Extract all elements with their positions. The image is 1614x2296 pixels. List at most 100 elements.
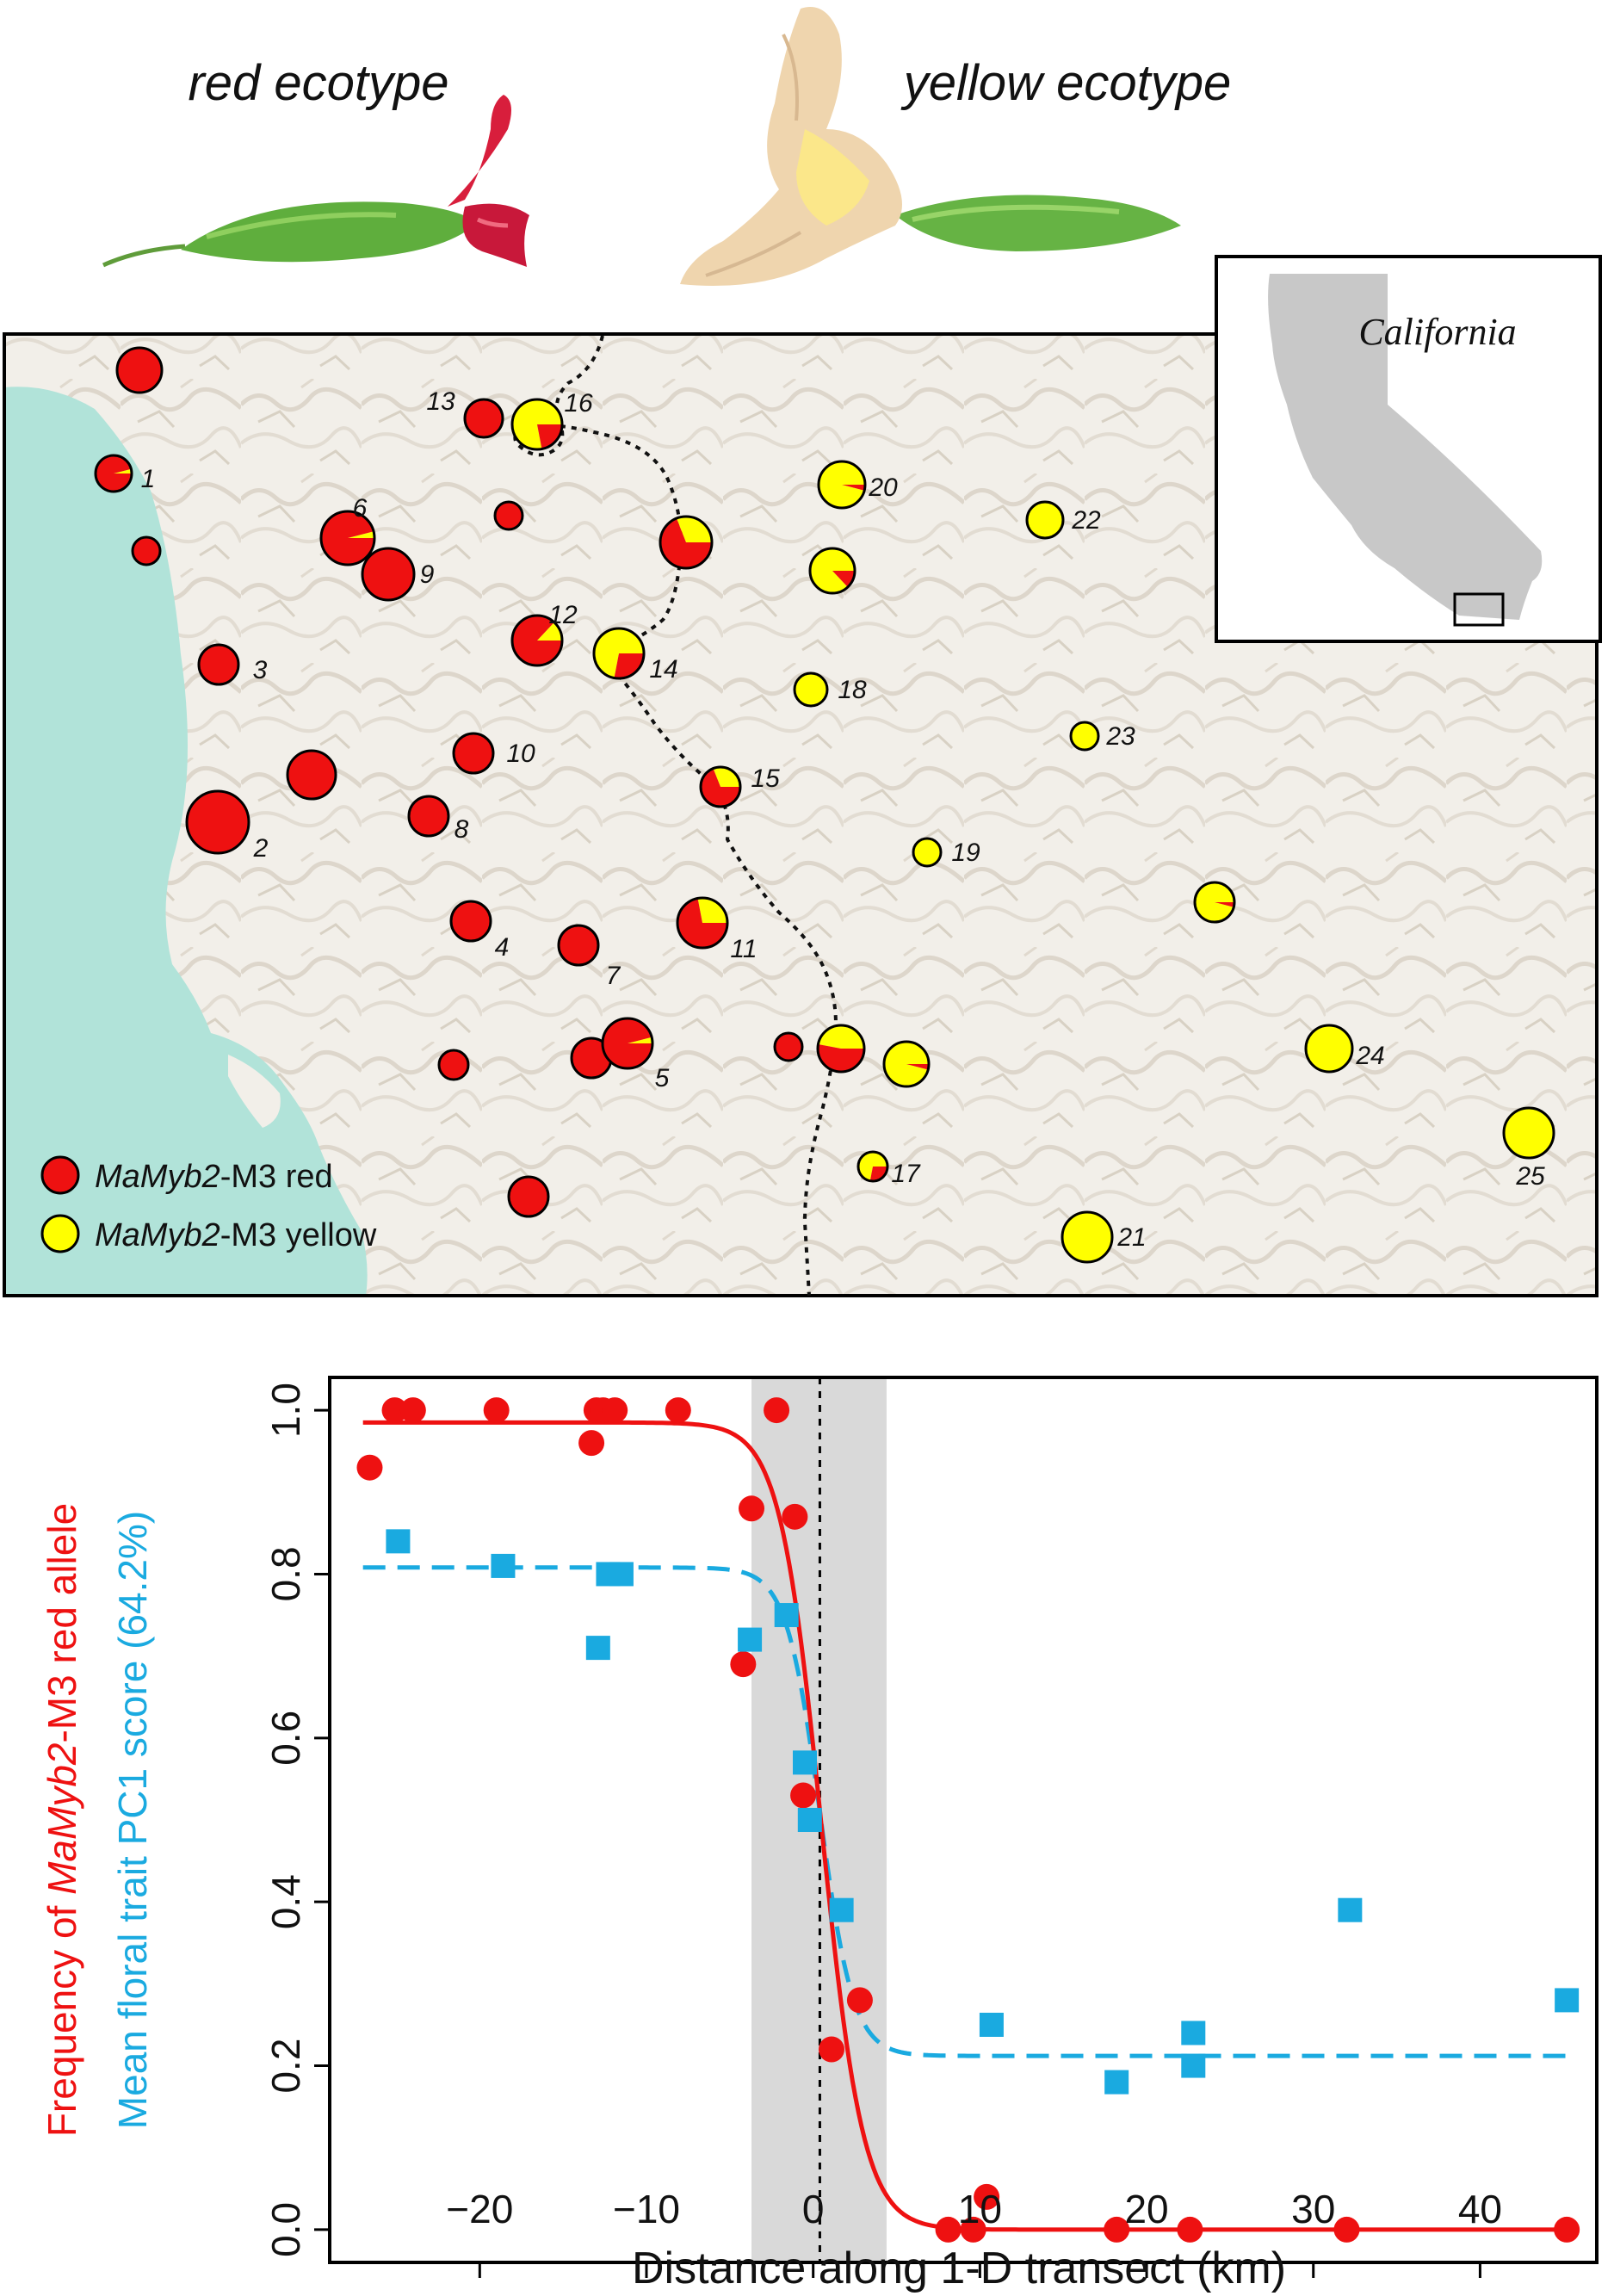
- pie-slice-yellow: [697, 897, 727, 923]
- site-label: 4: [495, 933, 510, 962]
- pie-slice-red: [321, 511, 375, 566]
- pie-outline: [131, 535, 162, 566]
- pie-outline: [659, 515, 714, 570]
- pie-outline: [437, 1049, 470, 1081]
- pie-slice-red: [906, 1064, 929, 1070]
- pie-outline: [319, 510, 376, 566]
- pie-slice-red: [509, 1177, 548, 1216]
- data-point-floral-pc1: [491, 1553, 516, 1578]
- data-point-floral-pc1: [797, 1808, 822, 1832]
- map-site-pie: [131, 535, 162, 566]
- site-label: 23: [1105, 722, 1135, 751]
- pie-slice-red: [842, 485, 865, 491]
- pie-slice-yellow: [1062, 1212, 1112, 1262]
- pie-slice-yellow: [1071, 722, 1098, 750]
- pie-slice-yellow: [511, 399, 562, 449]
- pie-outline: [1304, 1024, 1354, 1074]
- data-point-floral-pc1: [829, 1897, 854, 1922]
- pie-slice-red: [869, 1167, 887, 1181]
- map-site-pie: 3: [197, 643, 268, 686]
- pie-slice-red: [133, 537, 160, 565]
- pie-slice-red: [572, 1038, 611, 1078]
- site-label: 14: [649, 655, 677, 684]
- pie-slice-yellow: [537, 622, 562, 641]
- data-point-floral-pc1: [609, 1562, 634, 1587]
- y-tick-label: 0.6: [263, 1711, 308, 1766]
- cline-chart: −20 −10 0 10 20 30 40 0.0 0.2 0.4 0.6 0.8 1.0 Dista…: [40, 1376, 1599, 2293]
- map-site-pie: [816, 1024, 866, 1074]
- pie-slice-red: [199, 645, 238, 684]
- map-site-pie: 25: [1502, 1106, 1555, 1191]
- pie-outline: [1502, 1106, 1555, 1160]
- site-label: 17: [891, 1160, 921, 1188]
- pie-slice-red: [775, 1033, 802, 1061]
- pie-slice-red: [818, 1043, 864, 1073]
- pie-slice-red: [603, 1018, 652, 1068]
- pie-slice-yellow: [818, 1025, 864, 1049]
- data-point-floral-pc1: [738, 1627, 763, 1652]
- yellow-ecotype-title: yellow ecotype: [900, 55, 1231, 111]
- y-axis-title-blue: Mean floral trait PC1 score (64.2%): [110, 1511, 155, 2129]
- site-label: 3: [253, 656, 268, 684]
- site-label: 7: [606, 962, 621, 990]
- map-site-pie: 5: [601, 1017, 670, 1092]
- pie-slice-red: [512, 616, 562, 665]
- fit-curve-red-allele: [362, 1420, 1572, 2232]
- map-site-pie: 2: [185, 789, 269, 863]
- x-tick-label: 30: [1291, 2187, 1335, 2231]
- pie-slice-red: [465, 399, 503, 437]
- pie-slice-red: [559, 925, 598, 965]
- pie-outline: [510, 614, 564, 667]
- map-site-pie: 9: [361, 547, 435, 602]
- pie-outline: [94, 454, 133, 493]
- x-tick-label: 20: [1124, 2187, 1168, 2231]
- data-point-red-allele: [483, 1397, 510, 1424]
- map-site-pie: [1193, 881, 1236, 924]
- data-point-red-allele: [578, 1430, 605, 1457]
- data-point-floral-pc1: [774, 1603, 799, 1628]
- california-inset: California: [1215, 255, 1602, 643]
- map-legend: MaMyb2-M3 red MaMyb2-M3 yellow: [40, 1155, 377, 1253]
- pie-slice-red: [409, 796, 448, 836]
- pie-outline: [197, 643, 240, 686]
- pie-slice-yellow: [1027, 502, 1063, 538]
- data-point-red-allele: [1333, 2216, 1360, 2243]
- pie-outline: [882, 1040, 931, 1088]
- pie-slice-yellow: [857, 1152, 887, 1181]
- pie-outline: [1025, 500, 1065, 540]
- map-site-pie: 15: [699, 764, 780, 808]
- pie-slice-red: [832, 571, 855, 587]
- site-label: 1: [141, 465, 156, 493]
- map-site-pie: 18: [793, 671, 867, 708]
- y-axis: 0.0 0.2 0.4 0.6 0.8 1.0: [263, 1383, 330, 2257]
- fit-curve-floral-pc1: [362, 1565, 1572, 2058]
- data-point-red-allele: [381, 1397, 408, 1424]
- y-axis-title-red: Frequency of MaMyb2-M3 red allele: [40, 1503, 84, 2137]
- pie-slice-yellow: [348, 531, 374, 538]
- pie-outline: [816, 1024, 866, 1074]
- site-label: 15: [751, 764, 780, 793]
- data-point-floral-pc1: [1181, 2053, 1206, 2078]
- data-point-floral-pc1: [1104, 2070, 1129, 2095]
- pie-outline: [449, 900, 492, 943]
- red-ecotype-title: red ecotype: [188, 55, 448, 111]
- data-point-floral-pc1: [585, 1636, 610, 1661]
- data-point-red-allele: [1554, 2216, 1580, 2243]
- pie-outline: [1069, 721, 1100, 752]
- site-label: 6: [353, 494, 368, 523]
- site-label: 11: [730, 935, 757, 963]
- data-point-red-allele: [790, 1782, 817, 1809]
- pie-slice-red: [454, 733, 493, 773]
- map-site-pie: [507, 1175, 550, 1218]
- pie-outline: [452, 732, 495, 775]
- pie-slice-red: [362, 548, 414, 600]
- pie-slice-red: [439, 1050, 468, 1080]
- pie-outline: [493, 500, 524, 531]
- data-point-red-allele: [846, 1987, 873, 2014]
- map-site-pie: 14: [592, 627, 678, 684]
- site-label: 21: [1116, 1223, 1146, 1252]
- pie-slice-yellow: [628, 1037, 652, 1043]
- map-sites: 1693281047513121614151117201822231924212…: [94, 346, 1555, 1264]
- x-tick-label: 0: [802, 2187, 825, 2231]
